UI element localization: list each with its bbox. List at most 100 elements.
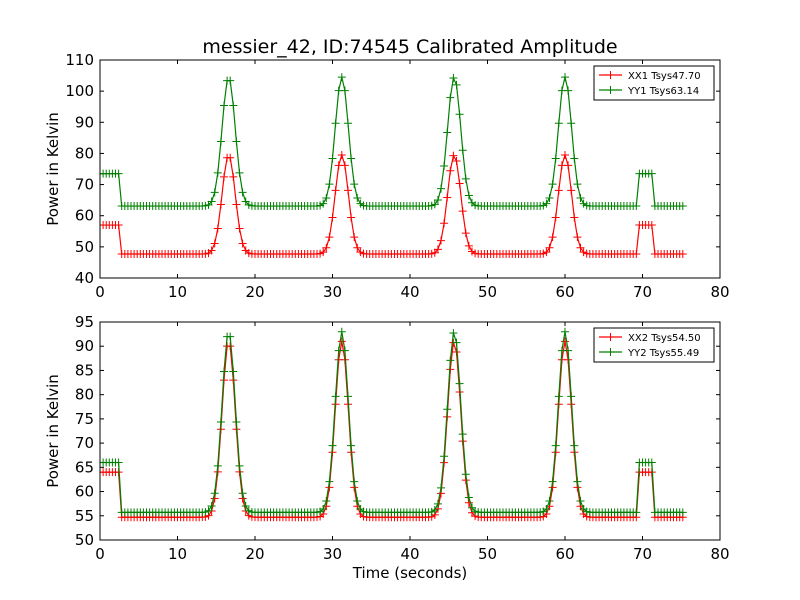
data-point [322, 243, 331, 252]
data-point [229, 101, 238, 110]
data-point [570, 154, 579, 163]
data-point [458, 207, 467, 216]
data-point [213, 461, 222, 470]
data-point [207, 246, 216, 255]
data-point [573, 233, 582, 242]
data-point [216, 417, 225, 426]
data-point [545, 243, 554, 252]
data-point [430, 506, 439, 514]
data-point [570, 213, 579, 222]
y-tick-label: 80 [75, 386, 94, 404]
data-point [114, 169, 123, 178]
data-point [452, 80, 461, 89]
data-point [570, 441, 579, 450]
data-point [325, 180, 334, 189]
data-point [449, 328, 458, 337]
data-point [340, 86, 349, 95]
data-point [350, 180, 359, 189]
y-tick-label: 70 [75, 176, 94, 194]
data-point [337, 150, 346, 159]
data-point [443, 405, 452, 414]
x-tick-label: 60 [555, 545, 574, 563]
data-point [238, 188, 247, 197]
data-point [344, 119, 352, 128]
legend-label: XX2 Tsys54.50 [628, 333, 701, 344]
data-point [632, 202, 641, 211]
data-point [564, 86, 573, 95]
data-point [210, 489, 219, 498]
data-point [576, 497, 585, 506]
data-point [226, 153, 235, 162]
data-point [551, 154, 560, 163]
legend: XX1 Tsys47.70 YY1 Tsys63.14 [593, 65, 715, 101]
data-point [443, 128, 452, 137]
data-point [567, 392, 576, 401]
data-point [561, 73, 569, 82]
data-point [235, 224, 244, 233]
data-point [554, 392, 563, 401]
data-point [464, 493, 473, 502]
data-point [437, 236, 445, 245]
x-tick-label: 20 [245, 545, 264, 563]
x-tick-label: 40 [400, 545, 419, 563]
data-point [443, 193, 452, 202]
x-tick-label: 0 [95, 545, 105, 563]
data-point [437, 483, 445, 492]
data-point [430, 200, 439, 209]
data-point [440, 219, 449, 228]
y-tick-label: 55 [75, 507, 94, 525]
x-tick-label: 30 [323, 283, 342, 301]
y-tick-label: 95 [75, 313, 94, 331]
data-point [576, 193, 585, 202]
top-panel: 0 10 20 30 40 50 60 70 80 40 50 60 70 80 90 100 110 Power… [44, 51, 730, 301]
data-point [678, 202, 687, 211]
data-point [542, 505, 551, 514]
data-point [114, 221, 123, 230]
data-point [561, 150, 569, 159]
data-point [458, 430, 467, 439]
data-point [226, 342, 235, 351]
y-tick-label: 90 [75, 113, 94, 131]
y-tick-label: 110 [65, 51, 94, 69]
data-point [340, 346, 349, 355]
data-point [347, 441, 356, 450]
legend-marker [606, 333, 615, 341]
data-point [567, 186, 576, 195]
data-point [678, 508, 687, 517]
x-tick-label: 0 [95, 283, 105, 301]
data-point [216, 200, 225, 209]
y-axis-label: Power in Kelvin [44, 112, 62, 226]
data-point [554, 119, 563, 128]
data-point [241, 502, 250, 511]
legend-box [593, 327, 715, 363]
data-point [207, 197, 216, 206]
data-point [238, 489, 247, 498]
y-tick-label: 50 [75, 238, 94, 256]
x-tick-label: 70 [633, 545, 652, 563]
data-point [350, 233, 359, 242]
data-point [319, 248, 328, 257]
data-point [452, 338, 461, 347]
data-point [322, 193, 331, 202]
x-tick-label: 10 [168, 283, 187, 301]
data-point [449, 151, 458, 160]
data-point [433, 245, 442, 254]
data-point [337, 337, 346, 346]
data-point [353, 243, 362, 252]
legend-marker [606, 86, 615, 94]
y-tick-label: 90 [75, 337, 94, 355]
data-point [325, 477, 334, 486]
data-point [220, 172, 228, 181]
x-tick-label: 30 [323, 545, 342, 563]
data-point [437, 184, 445, 193]
data-point [433, 499, 442, 508]
data-point [551, 213, 560, 222]
data-point [232, 200, 241, 209]
x-tick-label: 80 [710, 283, 729, 301]
data-point [331, 392, 340, 401]
series-2 [100, 327, 687, 517]
data-point [464, 191, 473, 200]
figure-title: messier_42, ID:74545 Calibrated Amplitud… [202, 36, 617, 58]
data-point [545, 193, 554, 202]
data-point [344, 186, 352, 195]
